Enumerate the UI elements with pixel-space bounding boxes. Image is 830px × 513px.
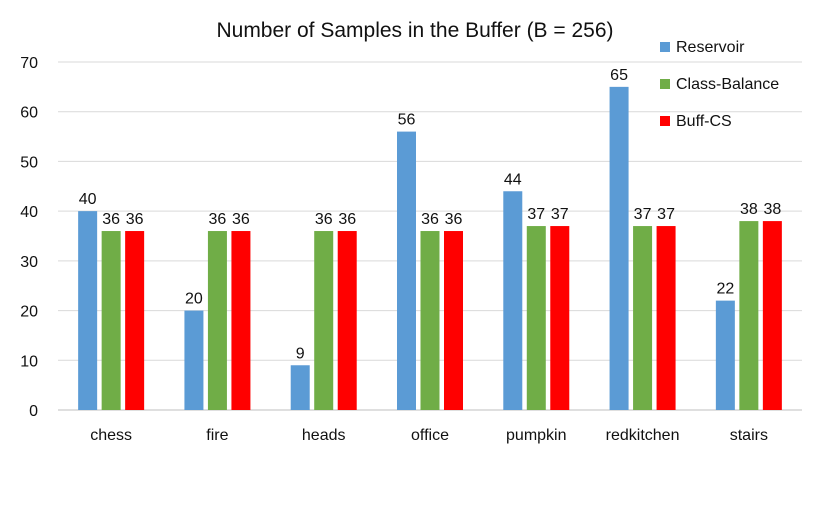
y-tick-label: 0 — [29, 403, 38, 420]
data-label: 44 — [504, 171, 522, 188]
data-label: 37 — [634, 206, 652, 223]
legend-label: Reservoir — [676, 39, 745, 56]
bar-reservoir-redkitchen — [609, 86, 629, 410]
bar-buff-cs-pumpkin — [550, 226, 570, 410]
data-label: 36 — [421, 211, 439, 228]
category-label: fire — [206, 427, 228, 444]
category-label: office — [411, 427, 449, 444]
data-labels: 40 36 36 20 36 36 9 36 36 56 36 36 44 37 37 65 37 37 22 38 3… — [79, 67, 782, 362]
bars — [78, 86, 782, 410]
category-label: chess — [90, 427, 132, 444]
bar-reservoir-office — [397, 131, 416, 410]
legend-label: Buff-CS — [676, 113, 732, 130]
bar-reservoir-stairs — [715, 300, 735, 410]
data-label: 36 — [315, 211, 333, 228]
data-label: 36 — [338, 211, 356, 228]
y-tick-label: 60 — [20, 105, 38, 122]
bar-reservoir-pumpkin — [503, 191, 523, 410]
bar-buff-cs-chess — [125, 231, 145, 410]
data-label: 37 — [527, 206, 545, 223]
legend-swatch-class-balance — [660, 79, 670, 89]
category-label: heads — [302, 427, 346, 444]
category-label: pumpkin — [506, 427, 566, 444]
data-label: 36 — [445, 211, 463, 228]
bar-buff-cs-heads — [337, 231, 357, 410]
data-label: 20 — [185, 291, 203, 308]
bar-reservoir-chess — [78, 211, 98, 410]
bar-class-balance-heads — [314, 231, 334, 410]
data-label: 22 — [716, 281, 734, 298]
category-label: stairs — [730, 427, 768, 444]
bar-buff-cs-stairs — [762, 221, 782, 410]
bar-class-balance-chess — [101, 231, 121, 410]
data-label: 36 — [232, 211, 250, 228]
chart-title: Number of Samples in the Buffer (B = 256… — [216, 19, 613, 42]
data-label: 38 — [763, 201, 781, 218]
bar-reservoir-heads — [290, 365, 310, 410]
data-label: 36 — [209, 211, 227, 228]
bar-class-balance-stairs — [739, 221, 759, 410]
legend-label: Class-Balance — [676, 76, 779, 93]
bar-reservoir-fire — [184, 310, 204, 410]
bar-buff-cs-office — [444, 231, 463, 410]
data-label: 37 — [657, 206, 675, 223]
y-tick-label: 20 — [20, 304, 38, 321]
data-label: 37 — [551, 206, 569, 223]
bar-class-balance-pumpkin — [526, 226, 546, 410]
y-tick-label: 10 — [20, 353, 38, 370]
y-tick-label: 30 — [20, 254, 38, 271]
legend: Reservoir Class-Balance Buff-CS — [660, 39, 779, 130]
y-tick-label: 70 — [20, 55, 38, 72]
bar-class-balance-redkitchen — [633, 226, 653, 410]
category-label: redkitchen — [606, 427, 680, 444]
y-tick-label: 40 — [20, 204, 38, 221]
legend-swatch-reservoir — [660, 42, 670, 52]
data-label: 38 — [740, 201, 758, 218]
bar-class-balance-office — [420, 231, 440, 410]
data-label: 40 — [79, 191, 97, 208]
bar-buff-cs-fire — [231, 231, 251, 410]
bar-class-balance-fire — [207, 231, 227, 410]
data-label: 36 — [102, 211, 120, 228]
y-axis-ticks: 0 10 20 30 40 50 60 70 — [20, 55, 38, 420]
y-tick-label: 50 — [20, 154, 38, 171]
legend-swatch-buff-cs — [660, 116, 670, 126]
data-label: 36 — [126, 211, 144, 228]
bar-buff-cs-redkitchen — [656, 226, 676, 410]
x-axis-categories: chess fire heads office pumpkin redkitchen sta… — [90, 427, 768, 444]
data-label: 56 — [398, 112, 416, 129]
data-label: 65 — [610, 67, 628, 84]
data-label: 9 — [296, 345, 305, 362]
